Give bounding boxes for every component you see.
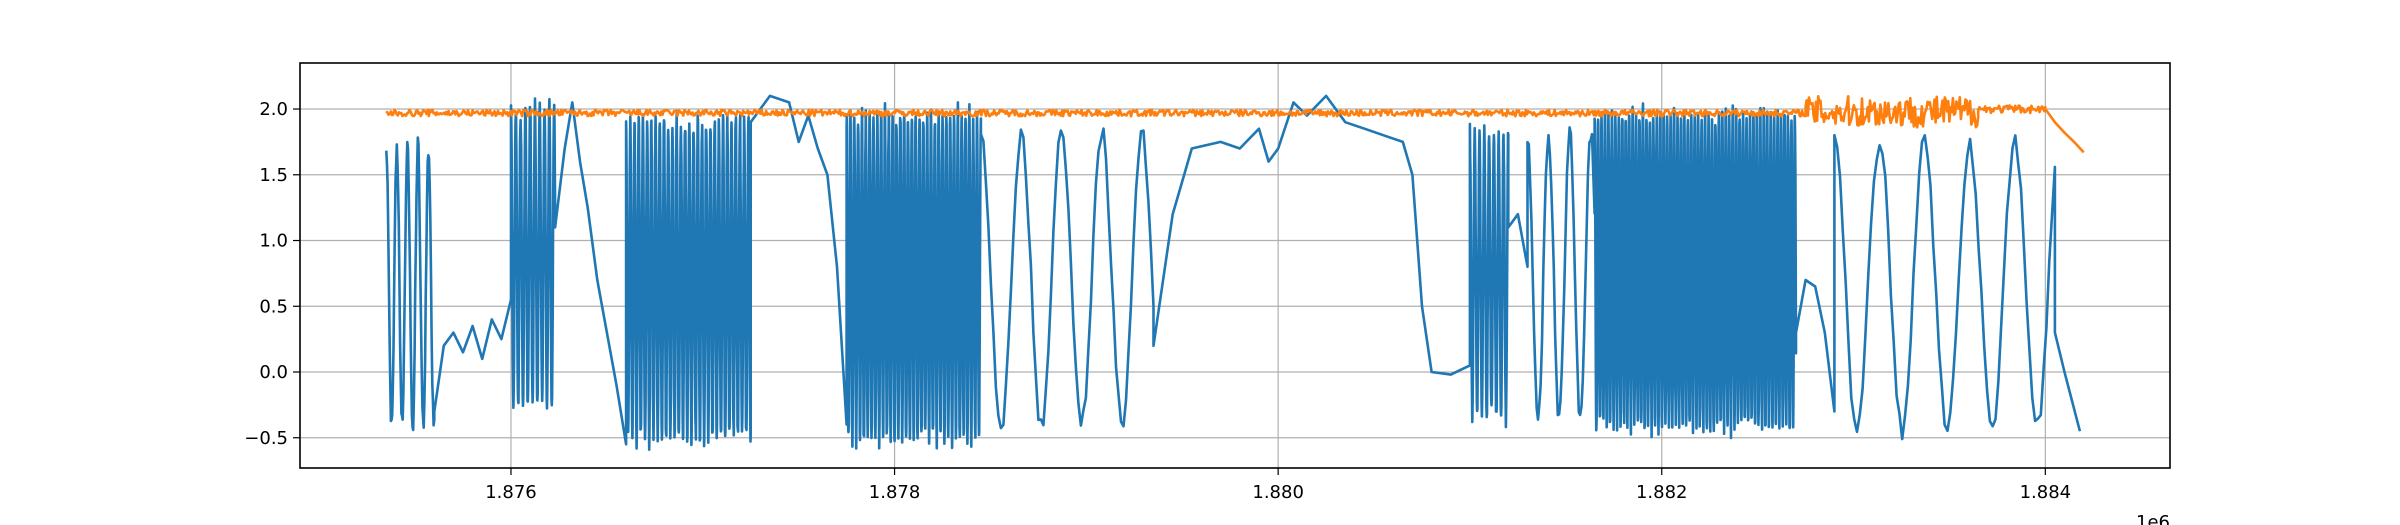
x-tick-label: 1.876 bbox=[485, 482, 537, 503]
x-tick-label: 1.884 bbox=[2020, 482, 2072, 503]
y-tick-label: −0.5 bbox=[244, 428, 288, 449]
x-tick-label: 1.878 bbox=[869, 482, 921, 503]
x-tick-label: 1.882 bbox=[1636, 482, 1688, 503]
series-layer bbox=[385, 94, 2085, 451]
series-line-2 bbox=[385, 95, 2085, 154]
plot-area-frame bbox=[299, 62, 2171, 469]
y-tick-label: 0.0 bbox=[259, 362, 288, 383]
y-tick-label: 1.5 bbox=[259, 165, 288, 186]
y-tick-label: 2.0 bbox=[259, 99, 288, 120]
series-line-1 bbox=[385, 94, 2082, 451]
y-tick-label: 1.0 bbox=[259, 231, 288, 252]
x-axis-offset-label: 1e6 bbox=[2136, 512, 2170, 525]
axis-ticks: 1.876 1.878 1.880 1.882 1.884 −0.5 0.0 0.5 1.0 1.… bbox=[244, 99, 2071, 503]
grid-lines bbox=[300, 63, 2170, 468]
y-tick-label: 0.5 bbox=[259, 296, 288, 317]
x-tick-label: 1.880 bbox=[1252, 482, 1304, 503]
